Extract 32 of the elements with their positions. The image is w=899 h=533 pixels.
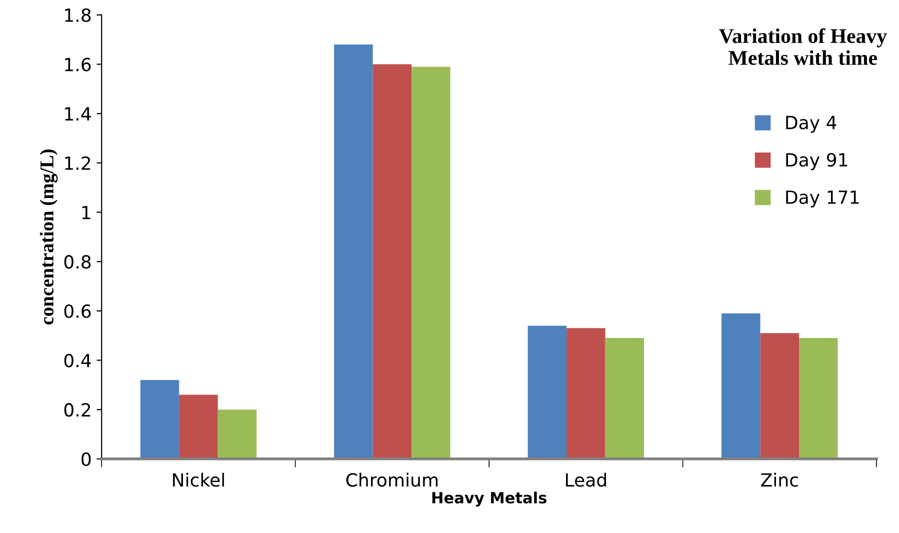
bar [605,338,644,459]
x-tick-label: Lead [566,472,606,487]
y-tick-label: 1 [82,206,90,220]
y-axis-title: concentration (mg/L) [40,149,58,325]
bar [412,66,450,459]
y-tick-label: 0.8 [64,255,91,269]
bar [140,380,180,459]
bar [334,44,373,459]
y-tick-label: 0.6 [64,304,91,318]
legend-label: Day 91 [786,153,848,170]
y-tick-label: 1.4 [65,107,91,120]
bar [372,64,412,459]
bar [760,333,800,459]
bar [799,338,838,459]
y-tick-label: 0.4 [64,354,91,368]
legend-label: Day 171 [786,190,859,208]
y-tick-label: 1.6 [65,58,91,72]
y-tick-label: 0 [82,452,91,466]
x-tick-label: Chromium [346,472,438,487]
legend-label: Day 4 [786,116,836,133]
bar [566,328,606,459]
x-tick-label: Nickel [173,472,224,487]
x-tick-label: Zinc [761,472,798,487]
bar [528,326,567,459]
y-tick-label: 1.8 [65,8,91,22]
x-axis-title: Heavy Metals [432,492,546,507]
text: Variation of Heavy Metals with time [719,28,887,65]
bar [722,313,760,459]
y-tick-label: 1.2 [65,156,90,170]
y-tick-label: 0.2 [64,403,90,417]
bar [218,410,257,459]
bar [179,394,218,459]
